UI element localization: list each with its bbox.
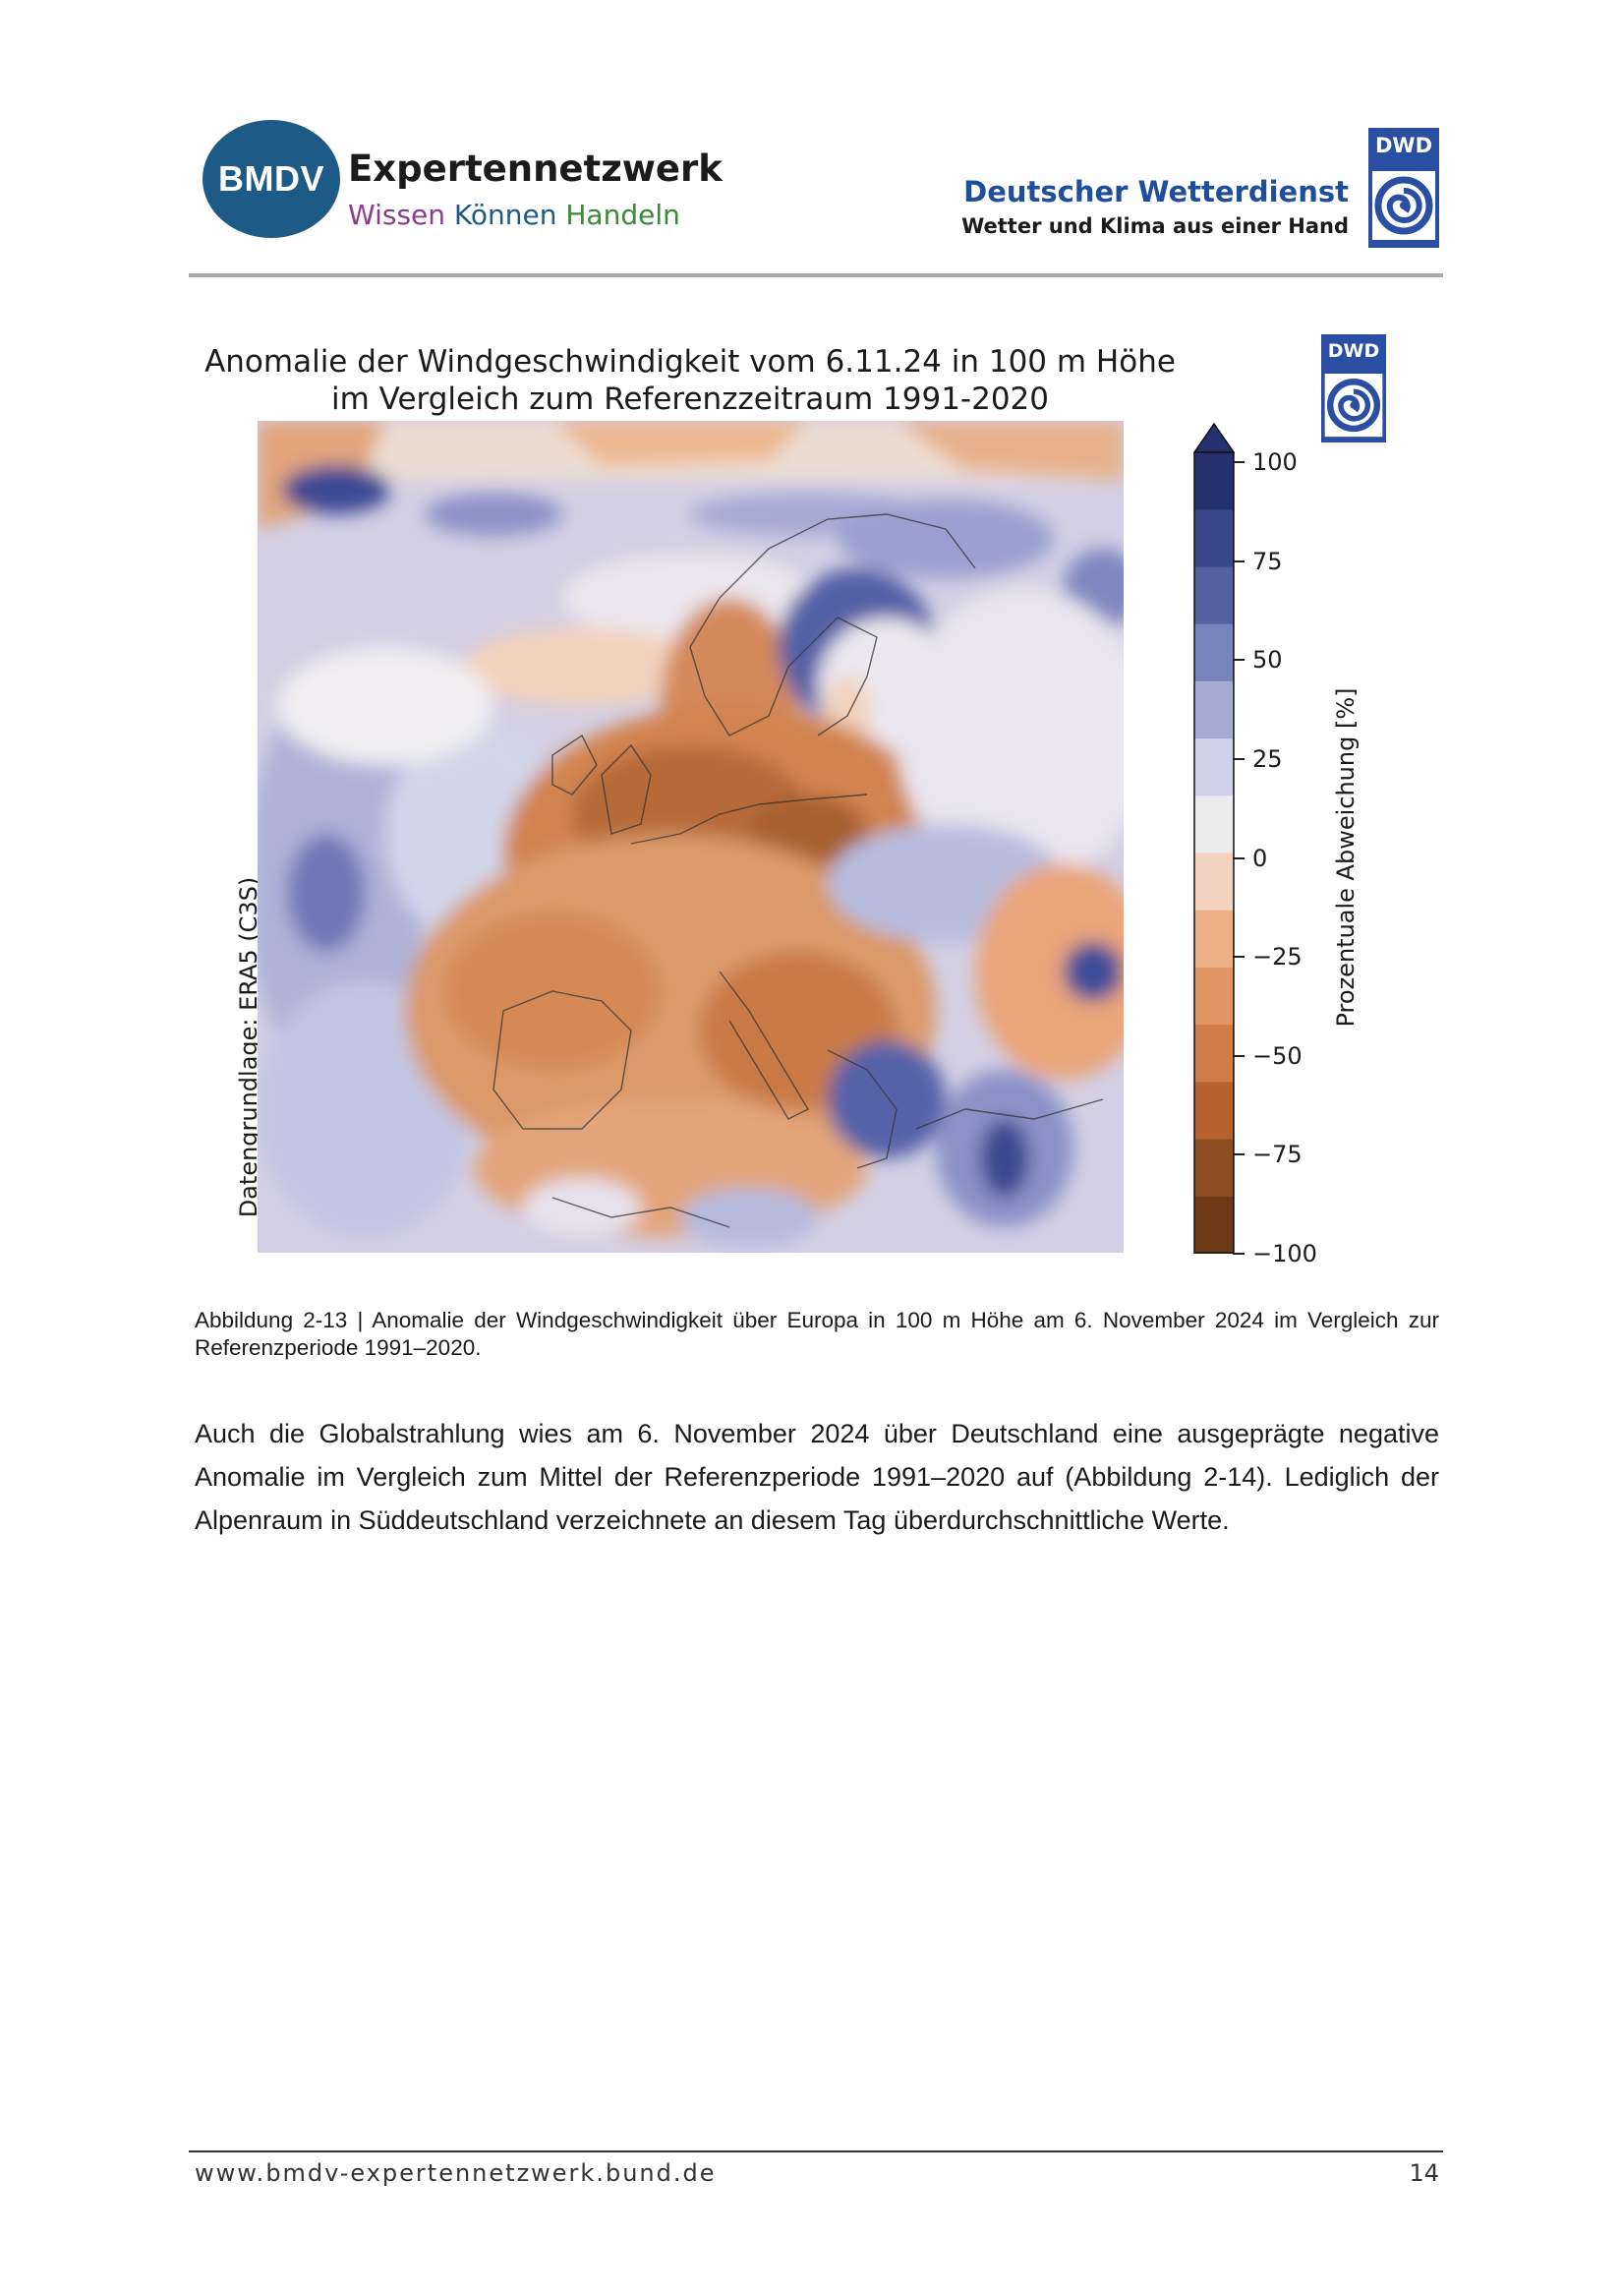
colorbar-tick (1233, 1253, 1245, 1255)
colorbar-segment (1194, 795, 1234, 854)
tagline-word-1: Wissen (348, 199, 445, 231)
colorbar-segment (1194, 452, 1234, 510)
dwd-logo-text: DWD (1374, 134, 1433, 157)
colorbar (1193, 423, 1235, 1254)
footer-divider (189, 2150, 1443, 2152)
colorbar-tick (1233, 659, 1245, 662)
figure-dwd-swirl-icon (1324, 374, 1383, 438)
colorbar-tick (1233, 559, 1245, 562)
footer-url: www.bmdv-expertennetzwerk.bund.de (195, 2159, 717, 2187)
header-divider (189, 273, 1443, 277)
colorbar-tick (1233, 956, 1245, 959)
colorbar-extend-arrow (1193, 423, 1235, 453)
bmdv-logo: BMDV (203, 120, 340, 238)
colorbar-tick-label: 0 (1252, 844, 1268, 872)
figure-title-line2: im Vergleich zum Referenzzeitraum 1991-2… (330, 382, 1049, 417)
bmdv-network-title: Expertennetzwerk (348, 147, 723, 190)
figure-dwd-logo-text: DWD (1327, 340, 1380, 362)
figure-caption: Abbildung 2-13 | Anomalie der Windgeschw… (195, 1308, 1439, 1360)
colorbar-segment (1194, 680, 1234, 739)
colorbar-frame (1193, 451, 1235, 1254)
colorbar-segment (1194, 910, 1234, 969)
page-number: 14 (1409, 2159, 1439, 2187)
colorbar-segment (1194, 967, 1234, 1026)
colorbar-segment (1194, 566, 1234, 625)
colorbar-tick-label: −50 (1252, 1041, 1303, 1070)
figure-title-line1: Anomalie der Windgeschwindigkeit vom 6.1… (204, 344, 1176, 380)
dwd-logo: DWD (1368, 128, 1439, 248)
colorbar-segment (1194, 853, 1234, 912)
bmdv-tagline: Wissen Können Handeln (348, 199, 680, 231)
colorbar-tick-label: −100 (1252, 1240, 1317, 1267)
colorbar-segment (1194, 623, 1234, 682)
colorbar-tick-label: 50 (1252, 646, 1283, 675)
tagline-word-3: Handeln (565, 199, 680, 231)
colorbar-tick (1233, 1054, 1245, 1057)
colorbar-tick-label: −25 (1252, 943, 1303, 971)
colorbar-tick (1233, 1153, 1245, 1156)
figure-dwd-logo: DWD (1321, 334, 1386, 442)
bmdv-logo-text: BMDV (218, 158, 324, 199)
dwd-swirl-icon (1372, 171, 1435, 240)
colorbar-segment (1194, 1196, 1234, 1254)
colorbar-tick-label: 25 (1252, 744, 1283, 773)
colorbar-segment (1194, 1082, 1234, 1141)
dwd-name: Deutscher Wetterdienst (963, 175, 1349, 208)
colorbar-tick (1233, 757, 1245, 760)
tagline-word-2: Können (453, 199, 557, 231)
dwd-slogan: Wetter und Klima aus einer Hand (961, 214, 1349, 238)
colorbar-segment (1194, 1139, 1234, 1198)
colorbar-segment (1194, 738, 1234, 796)
colorbar-segment (1194, 1025, 1234, 1083)
colorbar-axis-label: Prozentuale Abweichung [%] (1332, 687, 1360, 1028)
colorbar-tick-label: 100 (1252, 448, 1298, 476)
body-paragraph: Auch die Globalstrahlung wies am 6. Nove… (195, 1419, 1439, 1535)
colorbar-tick (1233, 461, 1245, 463)
colorbar-tick (1233, 856, 1245, 859)
colorbar-tick-label: −75 (1252, 1141, 1303, 1169)
colorbar-segment (1194, 509, 1234, 568)
wind-anomaly-map (258, 421, 1124, 1253)
colorbar-tick-label: 75 (1252, 547, 1283, 575)
